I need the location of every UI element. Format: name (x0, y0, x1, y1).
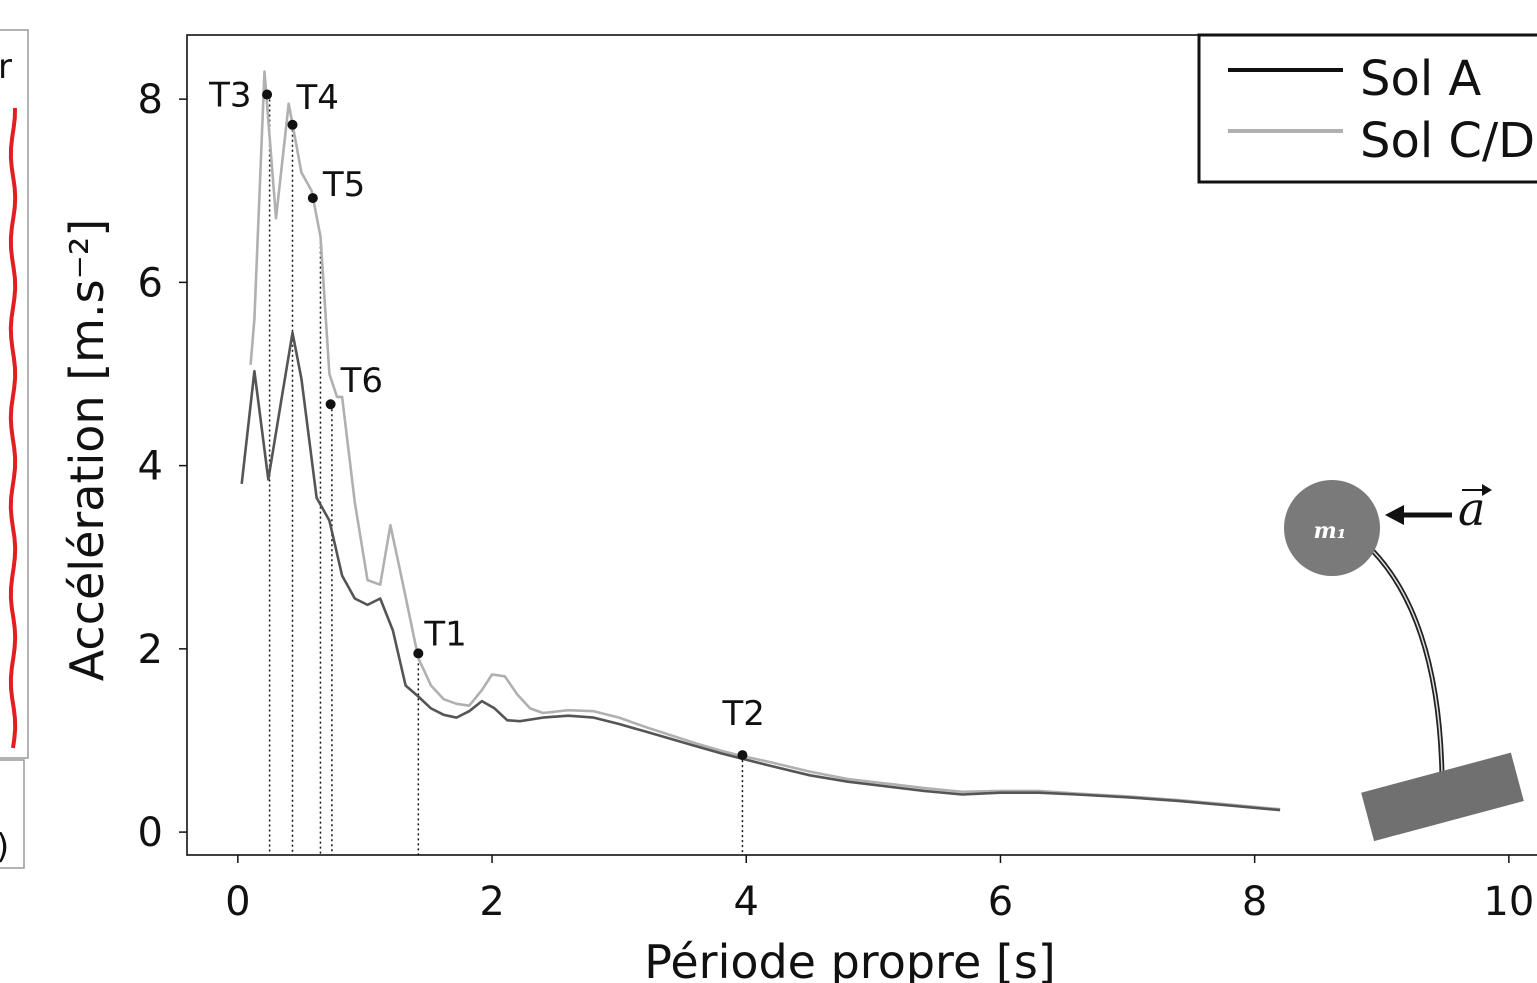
marker-label-t1: T1 (423, 614, 466, 654)
x-tick-label-2: 4 (734, 879, 759, 925)
y-axis-ticks: 0 2 4 6 8 (138, 77, 187, 856)
oscillator-base (1361, 752, 1524, 842)
left-panel-top-text: r (0, 47, 12, 87)
marker-label-t2: T2 (721, 694, 764, 734)
marker-point-t3 (262, 89, 273, 100)
y-axis-label: Accélération [m.s⁻²] (60, 219, 114, 681)
x-tick-label-3: 6 (988, 879, 1013, 925)
oscillator-stem-highlight (1371, 549, 1443, 776)
marker-label-t6: T6 (340, 361, 383, 401)
oscillator-mass (1284, 480, 1380, 576)
annotation-layer: T3 T4 T5 T6 T1 T2 (208, 76, 765, 761)
period-marker-lines (268, 94, 744, 855)
plot-frame (186, 34, 1537, 856)
marker-label-t4: T4 (295, 78, 338, 118)
left-panel-bottom-text: ) (0, 827, 9, 867)
oscillator-stem (1370, 548, 1445, 776)
legend-box (1197, 33, 1537, 184)
marker-point-t1 (413, 648, 424, 659)
y-tick-label-0: 0 (138, 810, 163, 856)
x-axis-label: Période propre [s] (644, 935, 1055, 983)
legend: Sol A Sol C/D (1197, 33, 1537, 184)
y-tick-label-4: 8 (138, 77, 163, 123)
left-panel-label-box (0, 759, 25, 869)
series-line-0 (240, 331, 1281, 812)
mass-label: m₁ (1314, 518, 1347, 544)
left-panel-frame (0, 29, 29, 759)
marker-label-t5: T5 (322, 165, 365, 205)
x-tick-label-1: 2 (479, 879, 504, 925)
series-layer (240, 70, 1281, 812)
marker-label-t3: T3 (208, 76, 251, 116)
marker-point-t2 (737, 750, 748, 761)
acceleration-arrow-head (1385, 505, 1404, 525)
marker-point-t6 (325, 399, 336, 410)
x-axis-ticks: 0 2 4 6 8 10 (225, 855, 1534, 925)
left-partial-panel: r ) (0, 29, 29, 869)
oscillator-inset: m₁ a (1284, 480, 1524, 842)
x-tick-label-4: 8 (1242, 879, 1267, 925)
y-tick-label-1: 2 (138, 627, 163, 673)
left-panel-red-line (8, 107, 18, 749)
y-tick-label-3: 6 (138, 260, 163, 306)
x-tick-label-0: 0 (225, 879, 250, 925)
legend-label-sol-a: Sol A (1360, 51, 1481, 107)
acceleration-vector-arrowhead-icon (1482, 484, 1492, 496)
marker-point-t5 (307, 193, 318, 204)
y-tick-label-2: 4 (138, 444, 163, 490)
legend-label-sol-cd: Sol C/D (1360, 113, 1535, 169)
marker-point-t4 (287, 119, 298, 130)
series-line-1 (249, 70, 1281, 811)
x-tick-label-5: 10 (1483, 879, 1534, 925)
